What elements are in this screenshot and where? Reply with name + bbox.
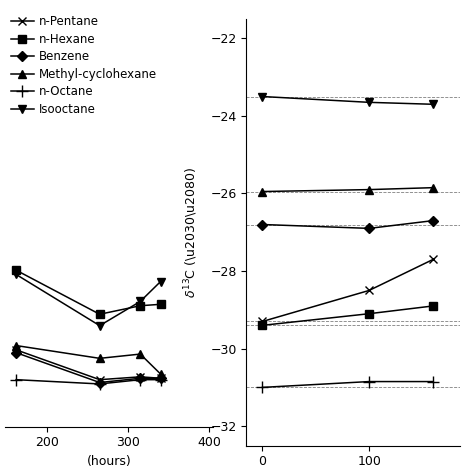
X-axis label: (hours): (hours): [87, 455, 131, 468]
Legend: n-Pentane, n-Hexane, Benzene, Methyl-cyclohexane, n-Octane, Isooctane: n-Pentane, n-Hexane, Benzene, Methyl-cyc…: [10, 15, 157, 116]
Y-axis label: $\delta^{13}$C (\u2030\u2080): $\delta^{13}$C (\u2030\u2080): [182, 167, 200, 298]
